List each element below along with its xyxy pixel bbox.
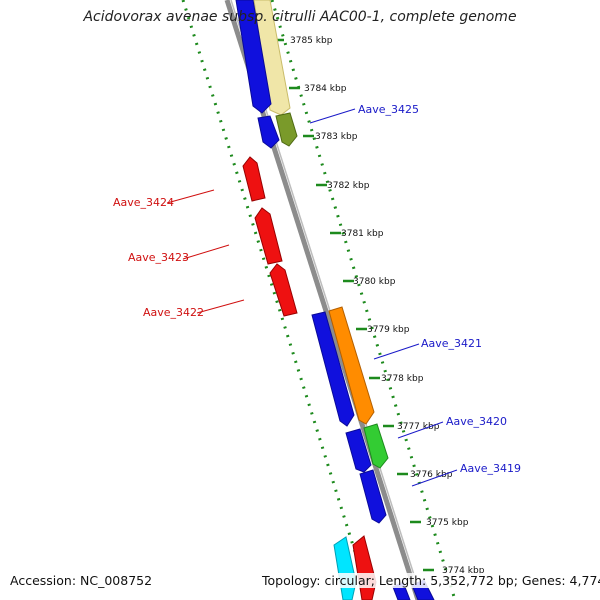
leader-line-aave-3419 — [411, 469, 458, 487]
kbp-label: 3784 kbp — [304, 84, 347, 94]
leader-line-aave-3420 — [397, 421, 444, 439]
kbp-label: 3779 kbp — [367, 325, 410, 335]
kbp-label: 3782 kbp — [327, 181, 370, 191]
gene-arrow-blue[interactable] — [257, 115, 280, 149]
kbp-label: 3785 kbp — [290, 36, 333, 46]
kbp-label: 3781 kbp — [341, 229, 384, 239]
gene-arrow-aave-3419[interactable] — [359, 469, 387, 524]
kbp-label: 3777 kbp — [397, 422, 440, 432]
gene-label-aave-3425[interactable]: Aave_3425 — [358, 103, 419, 116]
leader-line-aave-3421 — [373, 343, 420, 360]
leader-line-aave-3424 — [166, 189, 215, 204]
topology-text: Topology: circular; Length: 5,352,772 bp… — [260, 573, 600, 588]
outer-tick-ring — [270, 0, 457, 600]
leader-line-aave-3422 — [196, 299, 245, 314]
gene-label-aave-3419[interactable]: Aave_3419 — [460, 462, 521, 475]
gene-label-aave-3422[interactable]: Aave_3422 — [143, 306, 204, 319]
gene-arrow-blue[interactable] — [311, 311, 355, 427]
topology-value: Topology: circular; Length: 5,352,772 bp… — [262, 573, 600, 588]
gene-arrow-blue[interactable] — [345, 428, 372, 473]
leader-line-aave-3423 — [182, 244, 230, 260]
gene-arrow-aave-3420[interactable] — [363, 423, 389, 469]
gene-arrow-blue[interactable] — [235, 0, 272, 114]
map-title: Acidovorax avenae subsp. citrulli AAC00-… — [83, 9, 517, 25]
gene-arrow-red[interactable] — [352, 535, 377, 600]
gene-arrow-cyan[interactable] — [333, 536, 357, 600]
leader-line-aave-3425 — [309, 108, 356, 124]
gene-arrow-aave-3421[interactable] — [328, 306, 375, 425]
kbp-label: 3778 kbp — [381, 374, 424, 384]
kbp-label: 3780 kbp — [353, 277, 396, 287]
gene-arrow-aave-3423[interactable] — [254, 207, 283, 265]
inner-tick-ring — [181, 0, 372, 600]
gene-label-aave-3423[interactable]: Aave_3423 — [128, 251, 189, 264]
kbp-label: 3783 kbp — [315, 132, 358, 142]
kbp-label: 3775 kbp — [426, 518, 469, 528]
gene-arrow-aave-3424[interactable] — [242, 156, 266, 202]
kbp-ticks — [273, 38, 434, 572]
gene-label-aave-3421[interactable]: Aave_3421 — [421, 337, 482, 350]
kbp-label: 3776 kbp — [410, 470, 453, 480]
gene-arrow-aave-3422[interactable] — [269, 263, 298, 317]
gene-arrow-aave-3425[interactable] — [275, 112, 298, 147]
kbp-label: 3774 kbp — [442, 566, 485, 576]
gene-label-aave-3424[interactable]: Aave_3424 — [113, 196, 174, 209]
gene-label-aave-3420[interactable]: Aave_3420 — [446, 415, 507, 428]
accession-text: Accession: NC_008752 — [8, 573, 155, 588]
